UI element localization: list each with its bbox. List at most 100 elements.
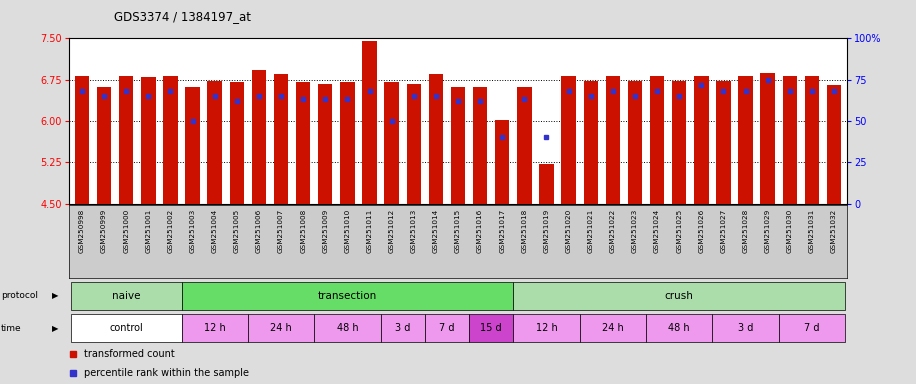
- Bar: [141, 77, 156, 204]
- Bar: [760, 73, 775, 204]
- Bar: [340, 83, 354, 204]
- Bar: [694, 76, 708, 204]
- Text: 3 d: 3 d: [395, 323, 410, 333]
- Text: GSM251020: GSM251020: [565, 209, 572, 253]
- Text: GSM251022: GSM251022: [610, 209, 616, 253]
- Bar: [248, 314, 314, 342]
- Bar: [779, 314, 845, 342]
- Bar: [363, 41, 376, 204]
- Bar: [605, 76, 620, 204]
- Text: GSM251029: GSM251029: [765, 209, 770, 253]
- Bar: [314, 314, 380, 342]
- Text: GSM251023: GSM251023: [632, 209, 638, 253]
- Bar: [380, 314, 425, 342]
- Bar: [318, 84, 333, 204]
- Text: 12 h: 12 h: [204, 323, 225, 333]
- Bar: [583, 81, 598, 204]
- Bar: [252, 70, 267, 204]
- Bar: [580, 314, 646, 342]
- Text: GSM251031: GSM251031: [809, 209, 815, 253]
- Bar: [672, 81, 686, 204]
- Text: 15 d: 15 d: [480, 323, 502, 333]
- Bar: [518, 87, 531, 204]
- Text: GSM251018: GSM251018: [521, 209, 528, 253]
- Text: GSM251005: GSM251005: [234, 209, 240, 253]
- Text: GSM251001: GSM251001: [146, 209, 151, 253]
- Bar: [738, 76, 753, 204]
- Text: GSM251019: GSM251019: [543, 209, 550, 253]
- Text: GSM251024: GSM251024: [654, 209, 660, 253]
- Bar: [181, 314, 248, 342]
- Text: GSM251015: GSM251015: [455, 209, 461, 253]
- Bar: [562, 76, 576, 204]
- Bar: [716, 81, 731, 204]
- Bar: [296, 83, 311, 204]
- Bar: [429, 74, 443, 204]
- Text: GSM251011: GSM251011: [366, 209, 373, 253]
- Text: GSM251003: GSM251003: [190, 209, 196, 253]
- Bar: [805, 76, 819, 204]
- Bar: [495, 120, 509, 204]
- Bar: [782, 76, 797, 204]
- Bar: [71, 314, 181, 342]
- Text: GSM251025: GSM251025: [676, 209, 682, 253]
- Bar: [385, 83, 398, 204]
- Bar: [71, 282, 181, 310]
- Text: ▶: ▶: [52, 291, 59, 300]
- Bar: [163, 76, 178, 204]
- Text: GSM251012: GSM251012: [388, 209, 395, 253]
- Text: 24 h: 24 h: [602, 323, 624, 333]
- Text: GSM251009: GSM251009: [322, 209, 328, 253]
- Text: protocol: protocol: [1, 291, 38, 300]
- Bar: [627, 81, 642, 204]
- Text: 3 d: 3 d: [738, 323, 753, 333]
- Text: ▶: ▶: [52, 324, 59, 333]
- Text: GSM251021: GSM251021: [588, 209, 594, 253]
- Bar: [119, 76, 134, 204]
- Bar: [75, 76, 89, 204]
- Text: time: time: [1, 324, 22, 333]
- Text: GSM251016: GSM251016: [477, 209, 483, 253]
- Text: GSM251030: GSM251030: [787, 209, 792, 253]
- Bar: [649, 76, 664, 204]
- Text: percentile rank within the sample: percentile rank within the sample: [84, 368, 249, 378]
- Bar: [827, 85, 841, 204]
- Text: GSM251004: GSM251004: [212, 209, 218, 253]
- Text: GDS3374 / 1384197_at: GDS3374 / 1384197_at: [114, 10, 252, 23]
- Text: 48 h: 48 h: [336, 323, 358, 333]
- Text: 7 d: 7 d: [804, 323, 820, 333]
- Text: GSM251017: GSM251017: [499, 209, 506, 253]
- Text: GSM251010: GSM251010: [344, 209, 351, 253]
- Text: 24 h: 24 h: [270, 323, 292, 333]
- Bar: [97, 87, 111, 204]
- Bar: [540, 164, 553, 204]
- Bar: [469, 314, 513, 342]
- Text: crush: crush: [665, 291, 693, 301]
- Text: control: control: [109, 323, 143, 333]
- Text: 7 d: 7 d: [439, 323, 454, 333]
- Text: GSM251028: GSM251028: [743, 209, 748, 253]
- Text: 48 h: 48 h: [669, 323, 690, 333]
- Bar: [473, 87, 487, 204]
- Bar: [185, 87, 200, 204]
- Bar: [451, 87, 465, 204]
- Bar: [513, 314, 580, 342]
- Text: GSM251014: GSM251014: [433, 209, 439, 253]
- Text: GSM251008: GSM251008: [300, 209, 306, 253]
- Text: GSM251027: GSM251027: [720, 209, 726, 253]
- Bar: [425, 314, 469, 342]
- Text: 12 h: 12 h: [536, 323, 557, 333]
- Text: GSM251026: GSM251026: [698, 209, 704, 253]
- Bar: [208, 81, 222, 204]
- Bar: [274, 74, 289, 204]
- Text: transection: transection: [318, 291, 377, 301]
- Text: GSM250999: GSM250999: [101, 209, 107, 253]
- Text: GSM251007: GSM251007: [278, 209, 284, 253]
- Text: GSM251000: GSM251000: [124, 209, 129, 253]
- Bar: [407, 84, 421, 204]
- Text: GSM251013: GSM251013: [410, 209, 417, 253]
- Bar: [713, 314, 779, 342]
- Bar: [230, 83, 244, 204]
- Bar: [513, 282, 845, 310]
- Text: GSM250998: GSM250998: [79, 209, 85, 253]
